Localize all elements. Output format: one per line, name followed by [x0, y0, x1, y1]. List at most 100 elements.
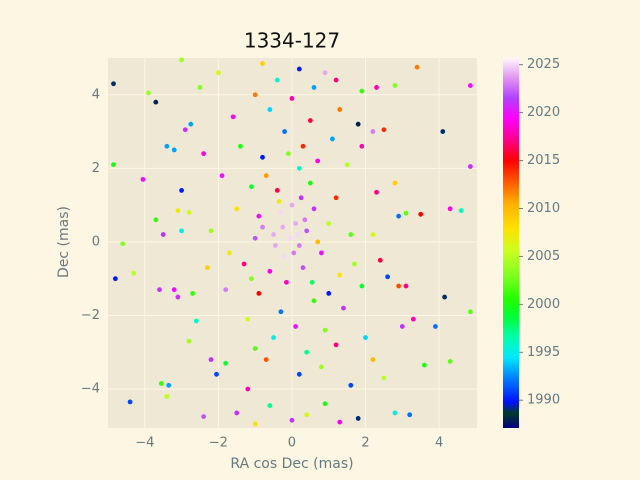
- point: [458, 208, 464, 214]
- colorbar-tick-label: 2020: [527, 105, 560, 120]
- point: [201, 414, 207, 419]
- point: [208, 357, 214, 362]
- point: [370, 232, 376, 237]
- point: [263, 173, 269, 179]
- point: [127, 399, 133, 405]
- point: [289, 96, 295, 101]
- point: [341, 305, 346, 311]
- point: [296, 66, 302, 72]
- point: [330, 136, 335, 142]
- point: [355, 416, 361, 421]
- point: [359, 88, 365, 94]
- point: [418, 211, 424, 217]
- point: [179, 188, 184, 193]
- point: [164, 143, 170, 149]
- point: [276, 199, 282, 204]
- point: [278, 309, 284, 315]
- point: [214, 371, 219, 377]
- chart-title: 1334-127: [244, 29, 340, 53]
- x-tick-label: 4: [435, 436, 443, 451]
- x-axis-label: RA cos Dec (mas): [230, 456, 353, 472]
- point: [293, 221, 299, 226]
- point: [241, 261, 247, 267]
- point: [304, 349, 310, 355]
- y-tick-label: 0: [92, 234, 100, 249]
- point: [158, 381, 164, 386]
- point: [359, 143, 365, 149]
- x-tick-label: 0: [288, 436, 296, 451]
- point: [447, 359, 453, 364]
- point: [245, 316, 251, 322]
- point: [256, 290, 262, 296]
- point: [392, 410, 398, 416]
- point: [348, 232, 354, 237]
- point: [344, 162, 350, 168]
- colorbar: [503, 58, 519, 428]
- point: [201, 151, 207, 157]
- point: [296, 165, 302, 171]
- point: [179, 57, 184, 63]
- point: [377, 257, 383, 263]
- point: [396, 213, 402, 219]
- point: [407, 412, 413, 418]
- point: [374, 189, 379, 195]
- point: [175, 294, 181, 300]
- point: [304, 228, 310, 234]
- point: [447, 206, 453, 212]
- point: [249, 184, 254, 190]
- point: [111, 162, 116, 168]
- point: [289, 417, 295, 423]
- point: [157, 287, 162, 293]
- point: [249, 276, 254, 282]
- y-tick-label: −2: [81, 308, 100, 323]
- y-axis-label: Dec (mas): [56, 206, 72, 278]
- point: [442, 294, 448, 300]
- point: [223, 360, 229, 366]
- y-tick-label: −4: [81, 382, 100, 397]
- point: [287, 235, 293, 241]
- point: [272, 243, 278, 248]
- point: [234, 206, 240, 212]
- point: [337, 107, 343, 112]
- point: [267, 403, 273, 408]
- point: [245, 386, 251, 392]
- point: [230, 114, 236, 120]
- point: [260, 224, 265, 230]
- plot-area: [108, 58, 477, 428]
- point: [274, 77, 280, 83]
- x-tick-label: −2: [209, 436, 228, 451]
- point: [219, 173, 225, 179]
- point: [171, 147, 177, 153]
- point: [267, 268, 273, 274]
- point: [315, 158, 321, 164]
- point: [271, 335, 276, 340]
- point: [399, 324, 405, 329]
- point: [140, 176, 146, 182]
- point: [381, 127, 387, 133]
- point: [311, 206, 317, 212]
- point: [263, 357, 269, 362]
- point: [421, 362, 427, 368]
- point: [322, 401, 328, 407]
- point: [414, 64, 420, 70]
- point: [315, 239, 321, 245]
- point: [381, 375, 387, 381]
- point: [252, 235, 258, 241]
- point: [252, 92, 258, 98]
- point: [296, 371, 302, 377]
- point: [289, 202, 295, 208]
- point: [467, 309, 473, 315]
- colorbar-tick-label: 2000: [527, 297, 560, 312]
- point: [223, 287, 229, 293]
- point: [260, 154, 265, 160]
- point: [160, 232, 166, 237]
- point: [326, 221, 332, 226]
- point: [188, 121, 194, 127]
- point: [311, 298, 317, 304]
- point: [374, 85, 379, 90]
- point: [296, 243, 302, 248]
- point: [385, 274, 391, 280]
- point: [278, 210, 284, 215]
- point: [293, 324, 299, 329]
